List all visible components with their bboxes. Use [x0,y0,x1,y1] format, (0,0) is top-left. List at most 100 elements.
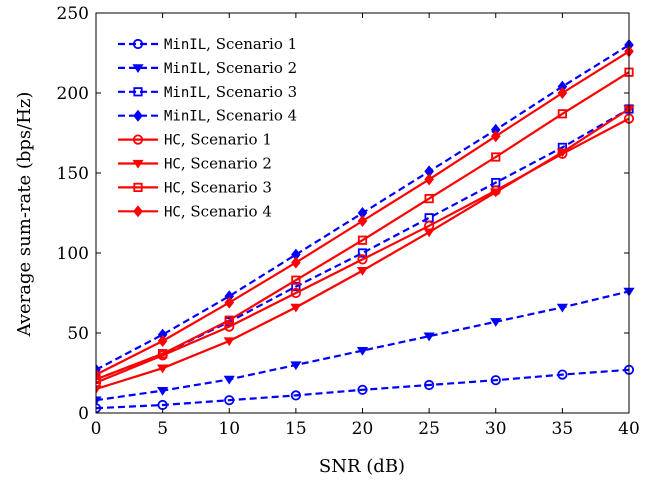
legend-label-code: HC [164,133,181,149]
data-point [557,86,568,100]
data-point [290,361,302,371]
data-point [96,385,102,395]
data-point [490,375,501,386]
series-line [96,108,630,381]
legend-marker [132,134,144,145]
legend-marker [132,38,144,50]
legend-label: HC, Scenario 2 [164,155,272,173]
data-point [291,275,301,285]
legend-label-text: , Scenario 4 [181,202,272,220]
legend-entry-3: MinIL, Scenario 3 [118,83,297,101]
legend-label-text: , Scenario 3 [206,83,297,101]
data-point [424,379,435,391]
legend-label: MinIL, Scenario 4 [164,107,297,125]
legend-label: HC, Scenario 3 [164,178,272,196]
data-point [424,193,434,204]
data-point [357,248,368,258]
y-tick-label: 200 [57,84,89,104]
y-tick-label: 50 [67,324,89,344]
data-point [490,188,502,198]
legend-label-code: HC [164,204,181,220]
legend-label: MinIL, Scenario 1 [164,35,297,53]
y-tick-label: 250 [57,4,89,24]
data-point [556,303,568,313]
data-point [291,281,301,292]
data-point [290,390,301,401]
legend-label-text: , Scenario 1 [181,131,272,149]
legend-marker [133,182,143,192]
data-point [490,318,502,327]
data-point [157,364,169,374]
data-point [224,315,234,325]
legend-entry-5: HC, Scenario 1 [118,131,272,149]
legend-marker [132,159,144,169]
legend-label: MinIL, Scenario 3 [164,83,297,101]
legend-label: MinIL, Scenario 2 [164,59,297,77]
data-point [490,130,501,143]
axes: 0 5 10 15 20 25 30 35 40 0 50 100 150 200 250 [57,4,640,439]
x-axis-label: SNR (dB) [319,456,405,477]
data-point [158,349,168,359]
legend-entry-8: HC, Scenario 4 [118,202,272,220]
legend-label-code: MinIL [164,85,206,101]
data-point [424,173,434,186]
y-tick-label: 150 [57,164,89,184]
x-tick-label: 40 [618,419,640,439]
legend-label-text: , Scenario 3 [181,178,272,196]
legend-label-code: MinIL [164,109,206,125]
series-2 [96,287,635,406]
data-point [290,303,302,313]
data-point [223,337,235,347]
data-point [223,375,235,385]
legend-label-code: MinIL [164,61,206,77]
series-8 [96,45,634,381]
data-point [357,214,368,228]
legend-marker [133,109,143,122]
legend-entry-4: MinIL, Scenario 4 [118,107,297,125]
series-5 [96,113,635,388]
legend-marker [133,87,143,97]
y-tick-label: 100 [57,244,89,264]
data-point [291,256,301,269]
legend-entry-2: MinIL, Scenario 2 [118,59,297,77]
plot-area [96,38,635,414]
data-point [557,369,568,380]
legend-label: HC, Scenario 1 [164,131,272,149]
x-tick-label: 15 [285,419,307,439]
data-point [557,109,567,119]
data-point [423,228,435,238]
legend-marker [132,64,144,74]
legend-label: HC, Scenario 4 [164,202,272,220]
series-line [96,290,630,402]
x-tick-label: 35 [552,419,574,439]
series-line [96,71,630,381]
data-point [224,321,235,332]
x-tick-label: 30 [485,419,507,439]
data-point [157,386,169,396]
series-4 [96,38,634,376]
data-point [96,396,102,406]
data-point [357,384,368,395]
legend-label-code: MinIL [164,37,206,53]
data-point [556,148,568,158]
data-point [491,152,501,162]
data-point [423,332,435,342]
data-point [96,368,101,381]
data-point [357,235,368,245]
data-point [157,334,168,348]
x-tick-label: 20 [352,419,374,439]
x-tick-label: 25 [418,419,440,439]
legend-entry-1: MinIL, Scenario 1 [118,35,297,53]
legend-label-code: HC [164,157,181,173]
data-point [224,395,235,406]
data-point [356,266,369,276]
data-point [356,346,369,356]
legend-entry-7: HC, Scenario 3 [118,178,272,196]
legend-label-text: , Scenario 1 [206,35,297,53]
y-axis-label: Average sum-rate (bps/Hz) [14,92,35,338]
legend-marker [133,205,143,218]
legend-label-text: , Scenario 4 [206,107,297,125]
data-point [357,254,368,265]
